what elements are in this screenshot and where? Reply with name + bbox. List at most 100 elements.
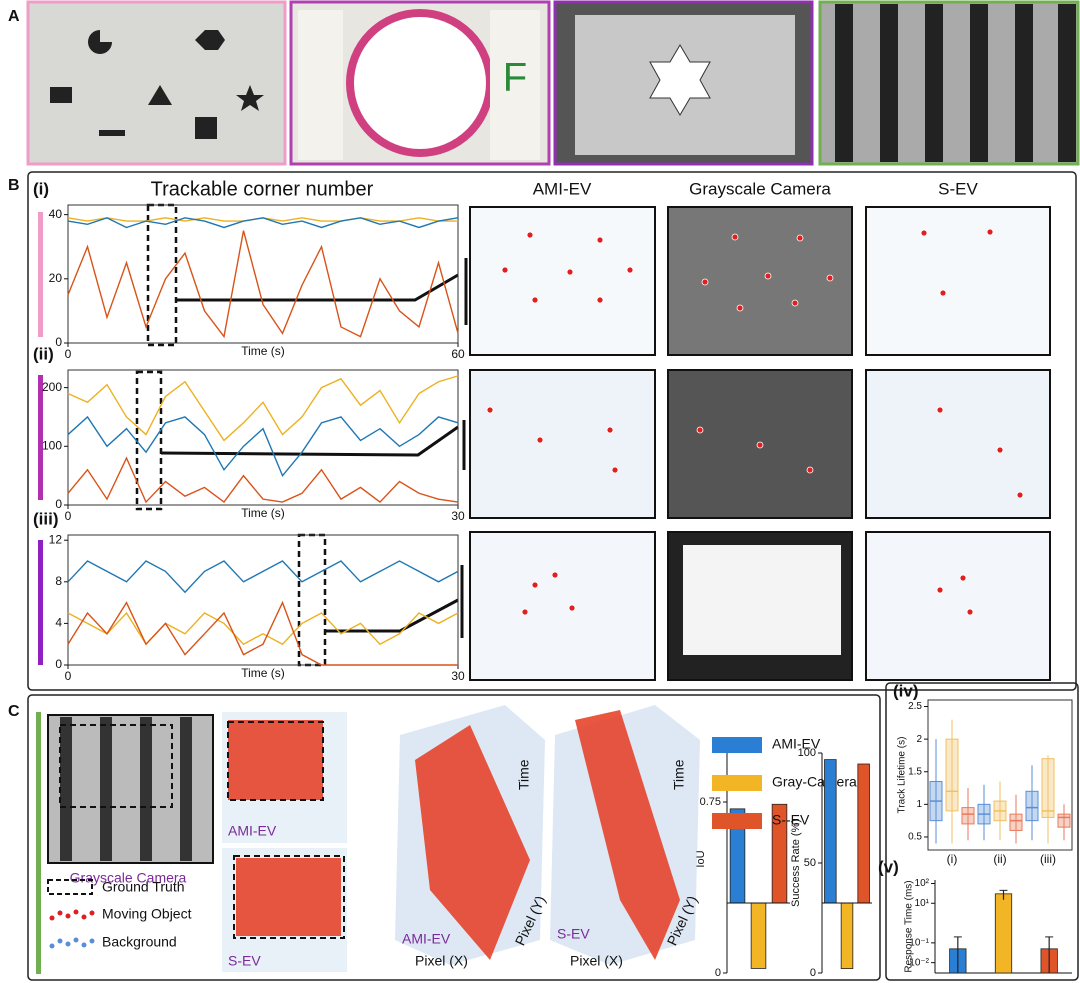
y-tick-label: 10⁻²	[909, 957, 929, 968]
legend-swatch	[49, 937, 95, 949]
legend-swatch	[712, 775, 762, 791]
line-series	[67, 560, 459, 594]
y-tick-label: 50	[804, 857, 816, 869]
row-marker	[38, 375, 43, 500]
x-tick-label: 0	[65, 509, 72, 523]
box	[1025, 790, 1039, 822]
x-tick-label: 0	[65, 347, 72, 361]
legend-label: AMI-EV	[772, 736, 821, 752]
result-images	[469, 206, 1051, 681]
column-title: S-EV	[938, 179, 978, 198]
box	[1057, 813, 1071, 828]
legend-label: Moving Object	[102, 906, 192, 922]
y-tick-label: 0.75	[700, 796, 721, 808]
scene-images	[47, 705, 700, 972]
photos-a: F	[26, 0, 1080, 166]
zoom-indicators	[135, 203, 468, 667]
y-tick-label: 10¹	[915, 898, 930, 909]
legend-swatch	[712, 737, 762, 753]
box	[1009, 813, 1023, 831]
x-tick-label: (i)	[947, 852, 958, 866]
chart-label: (iv)	[893, 681, 919, 700]
box	[945, 738, 959, 812]
column-title: AMI-EV	[533, 179, 592, 198]
y-axis-label: Success Rate (%)	[790, 819, 802, 907]
y-tick-label: 0	[55, 657, 62, 671]
box	[1041, 758, 1055, 818]
y-tick-label: 8	[55, 574, 62, 588]
image-label: S-EV	[228, 953, 261, 969]
y-tick-label: 10⁻¹	[909, 938, 929, 949]
y-tick-label: 100	[798, 747, 816, 759]
plot3d-axis: Pixel (X)	[415, 953, 468, 969]
line-series	[67, 230, 459, 339]
plot-frame	[67, 369, 459, 506]
y-axis-label: IoU	[695, 850, 707, 867]
image-label: AMI-EV	[228, 823, 277, 839]
plot3d-axis: Pixel (X)	[570, 953, 623, 969]
legend-label: Ground Truth	[102, 879, 185, 895]
legend-swatch	[49, 909, 95, 921]
bar	[840, 902, 854, 969]
bar	[824, 759, 837, 904]
y-axis-label: Response Time (ms)	[904, 880, 915, 972]
legend-label: Background	[102, 934, 177, 950]
x-tick-label: 60	[451, 347, 465, 361]
line-series	[67, 600, 458, 666]
legend-swatch	[712, 813, 762, 829]
y-tick-label: 200	[42, 380, 62, 394]
line-series	[67, 611, 459, 646]
plot-frame	[67, 534, 459, 666]
bar	[994, 893, 1013, 974]
y-tick-label: 4	[55, 616, 62, 630]
y-tick-label: 20	[49, 271, 63, 285]
chart-title: Trackable corner number	[151, 178, 374, 200]
plot3d-label: AMI-EV	[402, 931, 451, 947]
y-tick-label: 1.5	[908, 766, 922, 777]
side-marker	[36, 712, 41, 974]
plot-frame	[67, 204, 459, 344]
line-series	[67, 217, 459, 229]
plot3d-axis: Time	[671, 759, 687, 790]
y-tick-label: 2.5	[908, 701, 922, 712]
image-label: Grayscale Camera	[70, 870, 187, 886]
plot3d-axis: Time	[516, 759, 532, 790]
y-tick-label: 12	[49, 532, 63, 546]
chart-label: (iii)	[33, 509, 59, 528]
row-marker	[38, 540, 43, 665]
bar	[857, 763, 870, 904]
y-tick-label: 0	[55, 497, 62, 511]
panel-label: B	[8, 177, 20, 194]
y-tick-label: 10²	[915, 878, 930, 889]
column-title: Grayscale Camera	[689, 179, 831, 198]
chart-label: (v)	[878, 857, 899, 876]
x-axis-label: Time (s)	[241, 666, 285, 680]
legend-label: Gray-Camera	[772, 774, 857, 790]
x-axis-label: Time (s)	[241, 506, 285, 520]
panel-c2-frame	[885, 682, 1079, 981]
plot-frame	[927, 699, 1073, 851]
y-tick-label: 0	[55, 335, 62, 349]
panel-c-frame	[27, 694, 881, 981]
chart-label: (i)	[33, 179, 49, 198]
x-tick-label: 30	[451, 669, 465, 683]
panel-label: C	[8, 703, 20, 720]
x-axis-label: Time (s)	[241, 344, 285, 358]
y-tick-label: 0	[715, 967, 721, 979]
y-tick-label: 2	[916, 734, 922, 745]
panel-label: A	[8, 8, 20, 25]
plot3d-label: S-EV	[557, 926, 590, 942]
svg-text:F: F	[503, 56, 527, 100]
bar	[750, 902, 767, 969]
line-series	[67, 456, 459, 504]
y-tick-label: 0.5	[908, 832, 922, 843]
y-tick-label: 100	[42, 438, 62, 452]
row-marker	[38, 212, 43, 337]
line-series	[67, 415, 459, 477]
x-tick-label: (iii)	[1040, 852, 1056, 866]
x-tick-label: 0	[65, 669, 72, 683]
box	[961, 807, 975, 825]
x-tick-label: 30	[451, 509, 465, 523]
y-tick-label: 1	[916, 799, 922, 810]
